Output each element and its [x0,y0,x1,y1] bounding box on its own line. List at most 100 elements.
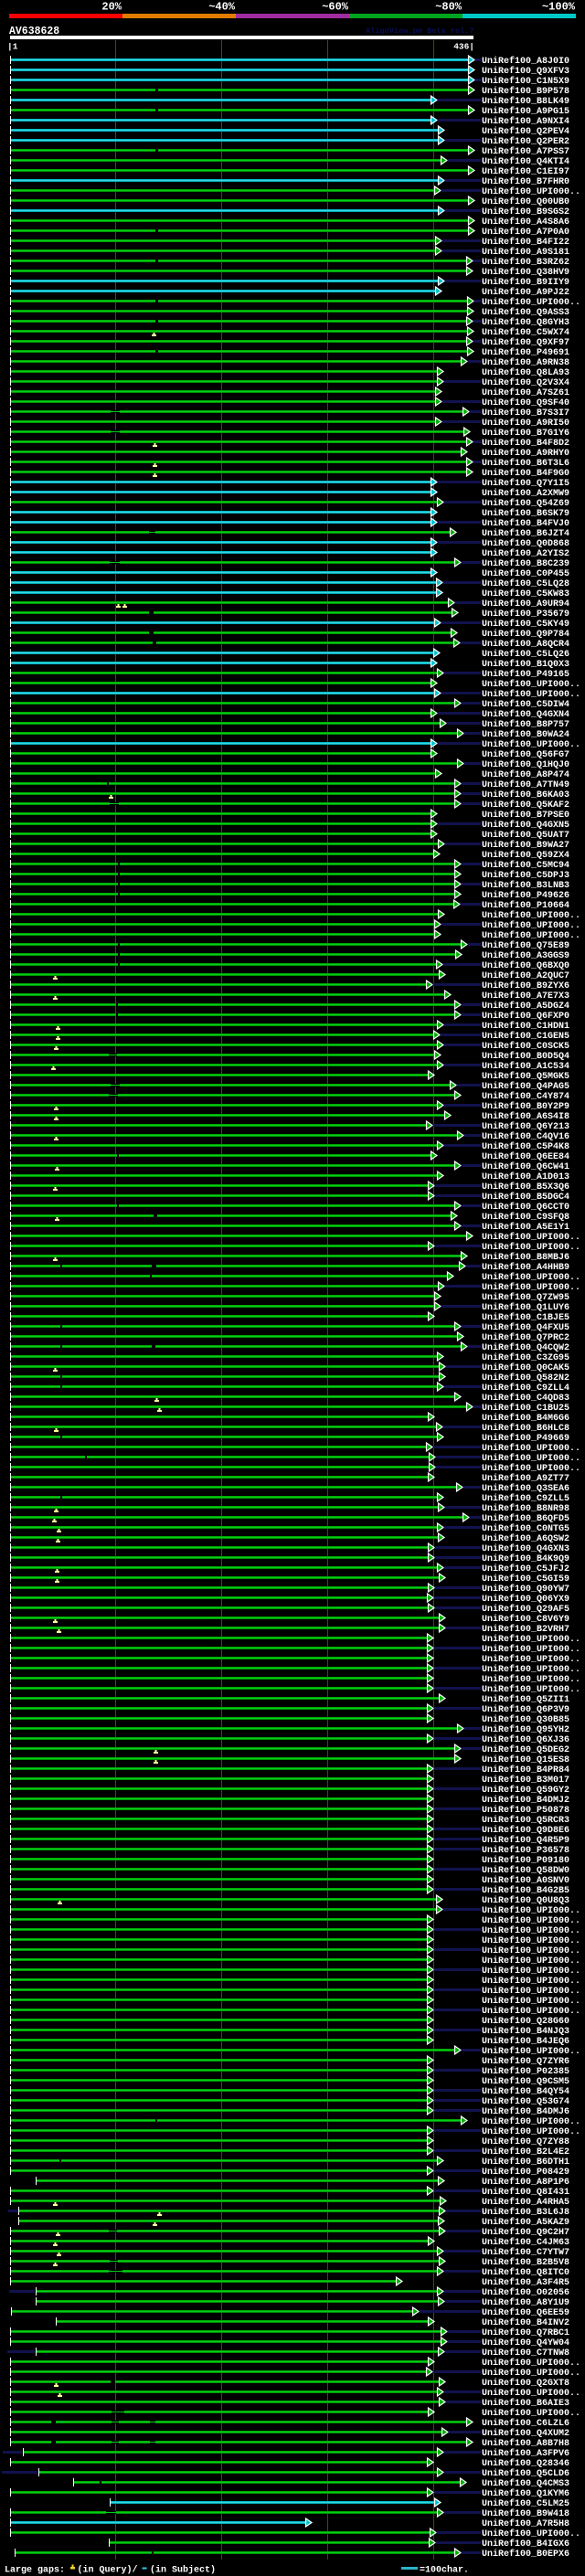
svg-text:UniRef100_Q5KAF2: UniRef100_Q5KAF2 [482,800,569,811]
svg-text:UniRef100_Q4YW04: UniRef100_Q4YW04 [482,2337,569,2348]
svg-text:UniRef100_B4QY54: UniRef100_B4QY54 [482,2086,569,2097]
svg-text:UniRef100_Q1KYM6: UniRef100_Q1KYM6 [482,2488,569,2499]
svg-text:UniRef100_C5LQ28: UniRef100_C5LQ28 [482,578,569,589]
svg-text:UniRef100_Q9ASS3: UniRef100_Q9ASS3 [482,307,569,318]
svg-text:UniRef100_Q59ZX4: UniRef100_Q59ZX4 [482,850,569,861]
svg-text:UniRef100_B9IIY9: UniRef100_B9IIY9 [482,277,569,288]
svg-text:UniRef100_P09180: UniRef100_P09180 [482,1855,569,1866]
svg-text:UniRef100_C4QD83: UniRef100_C4QD83 [482,1393,569,1404]
svg-text:(in Query)/: (in Query)/ [78,2565,138,2576]
svg-text:UniRef100_C7YTW7: UniRef100_C7YTW7 [482,2247,569,2258]
svg-text:UniRef100_UPI000..: UniRef100_UPI000.. [482,2358,580,2369]
svg-text:UniRef100_UPI000..: UniRef100_UPI000.. [482,1945,580,1956]
svg-text:UniRef100_B3M017: UniRef100_B3M017 [482,1775,569,1786]
svg-text:UniRef100_Q4GXN5: UniRef100_Q4GXN5 [482,820,569,831]
svg-text:UniRef100_B4F9G0: UniRef100_B4F9G0 [482,468,569,479]
svg-text:UniRef100_UPI000..: UniRef100_UPI000.. [482,1463,580,1474]
svg-text:UniRef100_A5KAZ9: UniRef100_A5KAZ9 [482,2217,569,2228]
svg-text:UniRef100_Q6XJ36: UniRef100_Q6XJ36 [482,1734,569,1745]
svg-text:UniRef100_Q5CLD6: UniRef100_Q5CLD6 [482,2468,569,2479]
svg-text:UniRef100_B4JEQ6: UniRef100_B4JEQ6 [482,2036,569,2047]
svg-text:UniRef100_A8Y1U9: UniRef100_A8Y1U9 [482,2297,569,2308]
svg-text:UniRef100_B0D5Q4: UniRef100_B0D5Q4 [482,1051,569,1062]
svg-text:UniRef100_UPI000..: UniRef100_UPI000.. [482,1915,580,1926]
svg-text:UniRef100_P36578: UniRef100_P36578 [482,1845,569,1856]
svg-text:UniRef100_B4NJQ3: UniRef100_B4NJQ3 [482,2026,569,2037]
svg-text:UniRef100_Q5ZII1: UniRef100_Q5ZII1 [482,1694,569,1705]
svg-text:UniRef100_C0NTG5: UniRef100_C0NTG5 [482,1523,569,1534]
svg-text:~60%: ~60% [322,1,349,14]
svg-text:UniRef100_C1EI97: UniRef100_C1EI97 [482,166,569,177]
svg-text:UniRef100_A9UR94: UniRef100_A9UR94 [482,599,569,610]
svg-text:UniRef100_B7FHR0: UniRef100_B7FHR0 [482,176,569,187]
svg-text:UniRef100_UPI000..: UniRef100_UPI000.. [482,1654,580,1665]
svg-text:UniRef100_A2XMW9: UniRef100_A2XMW9 [482,488,569,499]
svg-text:UniRef100_A6QSW2: UniRef100_A6QSW2 [482,1533,569,1544]
svg-text:UniRef100_UPI000..: UniRef100_UPI000.. [482,1905,580,1916]
svg-text:UniRef100_P49691: UniRef100_P49691 [482,347,569,358]
svg-text:UniRef100_B0EPX6: UniRef100_B0EPX6 [482,2549,569,2560]
svg-text:UniRef100_C4Y874: UniRef100_C4Y874 [482,1091,569,1102]
svg-text:UniRef100_B9ZYX6: UniRef100_B9ZYX6 [482,981,569,991]
svg-text:UniRef100_Q6EE84: UniRef100_Q6EE84 [482,1151,569,1162]
svg-text:UniRef100_B4PR84: UniRef100_B4PR84 [482,1765,569,1776]
svg-text:UniRef100_P49669: UniRef100_P49669 [482,1433,569,1444]
svg-text:UniRef100_C9ZLL5: UniRef100_C9ZLL5 [482,1493,569,1504]
svg-text:UniRef100_B8P757: UniRef100_B8P757 [482,719,569,730]
svg-text:UniRef100_C7TNW8: UniRef100_C7TNW8 [482,2348,569,2359]
svg-text:UniRef100_Q6FXP0: UniRef100_Q6FXP0 [482,1011,569,1022]
svg-text:UniRef100_Q56FG7: UniRef100_Q56FG7 [482,749,569,760]
svg-text:UniRef100_Q2PEV4: UniRef100_Q2PEV4 [482,126,569,137]
svg-text:UniRef100_Q29AF5: UniRef100_Q29AF5 [482,1604,569,1615]
svg-text:UniRef100_P35679: UniRef100_P35679 [482,609,569,620]
svg-text:UniRef100_C5P4K8: UniRef100_C5P4K8 [482,1141,569,1152]
svg-text:UniRef100_C1N5X9: UniRef100_C1N5X9 [482,76,569,87]
svg-text:UniRef100_UPI000..: UniRef100_UPI000.. [482,1986,580,1997]
svg-text:UniRef100_C0SCK5: UniRef100_C0SCK5 [482,1041,569,1052]
svg-text:UniRef100_UPI000..: UniRef100_UPI000.. [482,1634,580,1645]
svg-text:UniRef100_B6AIE3: UniRef100_B6AIE3 [482,2398,569,2409]
svg-text:(in Subject): (in Subject) [150,2565,216,2576]
svg-text:UniRef100_A7TN49: UniRef100_A7TN49 [482,779,569,790]
svg-text:UniRef100_A8P474: UniRef100_A8P474 [482,769,569,780]
svg-text:UniRef100_P49165: UniRef100_P49165 [482,669,569,680]
svg-text:AlignView.pm Beta rel.7: AlignView.pm Beta rel.7 [366,27,474,36]
svg-text:UniRef100_Q58DW0: UniRef100_Q58DW0 [482,1865,569,1876]
svg-text:UniRef100_UPI000..: UniRef100_UPI000.. [482,1925,580,1936]
svg-text:UniRef100_A9PG15: UniRef100_A9PG15 [482,106,569,117]
svg-text:UniRef100_A3F4R5: UniRef100_A3F4R5 [482,2277,569,2288]
svg-text:UniRef100_B4FI22: UniRef100_B4FI22 [482,237,569,248]
svg-text:UniRef100_A8QCR4: UniRef100_A8QCR4 [482,639,569,650]
svg-text:UniRef100_Q7ZYR6: UniRef100_Q7ZYR6 [482,2056,569,2067]
svg-text:UniRef100_Q8I431: UniRef100_Q8I431 [482,2187,569,2198]
svg-text:UniRef100_Q8LA93: UniRef100_Q8LA93 [482,367,569,378]
svg-text:UniRef100_Q9XF97: UniRef100_Q9XF97 [482,337,569,348]
svg-text:UniRef100_UPI000..: UniRef100_UPI000.. [482,739,580,750]
svg-text:UniRef100_Q4GXN3: UniRef100_Q4GXN3 [482,1543,569,1554]
svg-text:UniRef100_C0P455: UniRef100_C0P455 [482,568,569,579]
svg-text:UniRef100_Q15ES8: UniRef100_Q15ES8 [482,1754,569,1765]
svg-text:UniRef100_B6DTH1: UniRef100_B6DTH1 [482,2157,569,2168]
svg-text:UniRef100_UPI000..: UniRef100_UPI000.. [482,186,580,197]
svg-text:UniRef100_C9SFQ8: UniRef100_C9SFQ8 [482,1212,569,1223]
svg-text:UniRef100_Q9XFV3: UniRef100_Q9XFV3 [482,66,569,77]
svg-text:UniRef100_Q4GXN4: UniRef100_Q4GXN4 [482,709,569,720]
svg-text:UniRef100_Q28346: UniRef100_Q28346 [482,2458,569,2469]
svg-text:UniRef100_UPI000..: UniRef100_UPI000.. [482,910,580,921]
svg-text:UniRef100_C5GI59: UniRef100_C5GI59 [482,1574,569,1585]
svg-text:UniRef100_C1BJE5: UniRef100_C1BJE5 [482,1312,569,1323]
svg-text:UniRef100_B2L4E2: UniRef100_B2L4E2 [482,2147,569,2157]
svg-text:UniRef100_A7R5H8: UniRef100_A7R5H8 [482,2518,569,2529]
svg-text:UniRef100_Q7PRC2: UniRef100_Q7PRC2 [482,1332,569,1343]
svg-text:UniRef100_P49626: UniRef100_P49626 [482,890,569,901]
svg-text:UniRef100_UPI000..: UniRef100_UPI000.. [482,1956,580,1966]
svg-text:UniRef100_B9P578: UniRef100_B9P578 [482,86,569,97]
svg-text:=100char.: =100char. [420,2565,469,2576]
svg-text:UniRef100_B3RZ62: UniRef100_B3RZ62 [482,257,569,268]
svg-text:UniRef100_A9RI50: UniRef100_A9RI50 [482,418,569,429]
svg-text:UniRef100_UPI000..: UniRef100_UPI000.. [482,2046,580,2057]
svg-text:UniRef100_Q7ZY88: UniRef100_Q7ZY88 [482,2136,569,2147]
svg-text:UniRef100_A9RHY0: UniRef100_A9RHY0 [482,448,569,459]
svg-text:UniRef100_UPI000..: UniRef100_UPI000.. [482,2408,580,2419]
svg-text:UniRef100_Q5MGK5: UniRef100_Q5MGK5 [482,1071,569,1082]
